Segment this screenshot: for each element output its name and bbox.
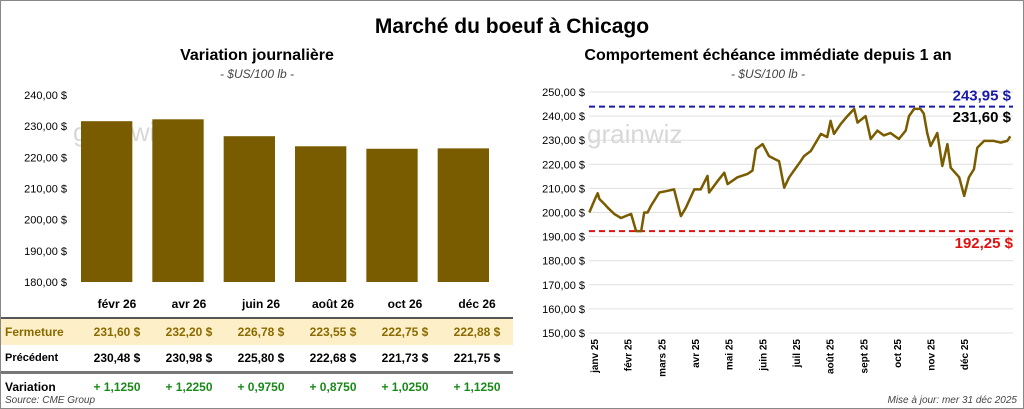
col-header: avr 26 <box>153 291 225 319</box>
cell: + 1,1250 <box>453 380 501 394</box>
x-tick-label: déc 25 <box>960 339 971 371</box>
y-tick-label: 180,00 $ <box>24 277 67 289</box>
y-tick-label: 210,00 $ <box>24 184 67 196</box>
cell: 226,78 $ <box>237 325 285 339</box>
y-tick-label: 210,00 $ <box>542 183 585 195</box>
cell: 222,75 $ <box>381 325 429 339</box>
y-tick-label: 180,00 $ <box>542 256 585 268</box>
x-tick-label: févr 25 <box>624 339 635 372</box>
cell: + 0,8750 <box>309 380 357 394</box>
col-header: juin 26 <box>225 291 297 319</box>
table-row-precedent: Précédent 230,48 $230,98 $225,80 $222,68… <box>1 345 513 374</box>
cell: 225,80 $ <box>225 345 297 374</box>
cell: 232,20 $ <box>165 325 213 339</box>
bar <box>437 148 489 282</box>
y-tick-label: 200,00 $ <box>24 215 67 227</box>
table-header-row: févr 26 avr 26 juin 26 août 26 oct 26 déc 26 <box>1 291 513 319</box>
cell: 223,55 $ <box>309 325 357 339</box>
bar <box>223 136 275 282</box>
cell: 231,60 $ <box>93 325 141 339</box>
cell: 222,88 $ <box>453 325 501 339</box>
last-price-label: 231,60 $ <box>953 109 1012 126</box>
row-label: Fermeture <box>5 325 64 339</box>
watermark-logo: grainwiz <box>587 119 682 149</box>
x-tick-label: juin 25 <box>758 339 769 372</box>
source-note: Source: CME Group <box>5 395 96 406</box>
update-note: Mise à jour: mer 31 déc 2025 <box>887 395 1017 406</box>
cell: 222,68 $ <box>297 345 369 374</box>
bar <box>366 148 418 282</box>
x-tick-label: avr 25 <box>691 339 702 368</box>
x-tick-label: janv 25 <box>590 339 601 374</box>
y-tick-label: 160,00 $ <box>542 304 585 316</box>
bar <box>81 121 133 283</box>
col-header: août 26 <box>297 291 369 319</box>
left-chart-title: Variation journalière <box>180 47 334 64</box>
cell: + 0,9750 <box>237 380 285 394</box>
y-tick-label: 230,00 $ <box>24 121 67 133</box>
price-line <box>588 107 1012 233</box>
right-chart-unit: - $US/100 lb - <box>730 67 806 81</box>
x-tick-label: oct 25 <box>893 339 904 368</box>
x-tick-label: sept 25 <box>859 339 870 374</box>
y-tick-label: 190,00 $ <box>542 232 585 244</box>
y-tick-label: 230,00 $ <box>542 135 585 147</box>
x-tick-label: mai 25 <box>725 339 736 371</box>
table-row-variation: Variation + 1,1250 + 1,2250 + 0,9750 + 0,87… <box>1 373 513 401</box>
table-row-fermeture: Fermeture 231,60 $ 232,20 $ 226,78 $ 223,55… <box>1 318 513 345</box>
cell: + 1,1250 <box>93 380 141 394</box>
y-tick-label: 220,00 $ <box>24 152 67 164</box>
x-tick-label: juil 25 <box>792 339 803 369</box>
left-chart-unit: - $US/100 lb - <box>219 67 295 81</box>
row-label: Variation <box>5 380 56 394</box>
min-label: 192,25 $ <box>955 235 1014 252</box>
y-tick-label: 150,00 $ <box>542 328 585 340</box>
row-label: Précédent <box>1 345 81 374</box>
y-tick-label: 190,00 $ <box>24 246 67 258</box>
bar <box>152 119 204 282</box>
cell: 230,98 $ <box>153 345 225 374</box>
bar-chart: 180,00 $ 190,00 $ 200,00 $ 210,00 $ 220,00 $… <box>24 90 489 289</box>
y-tick-label: 170,00 $ <box>542 280 585 292</box>
y-tick-label: 200,00 $ <box>542 208 585 220</box>
price-table: févr 26 avr 26 juin 26 août 26 oct 26 déc 26 … <box>1 291 513 400</box>
y-tick-label: 240,00 $ <box>24 90 67 102</box>
page-title: Marché du boeuf à Chicago <box>374 15 650 38</box>
col-header: févr 26 <box>81 291 153 319</box>
cell: + 1,0250 <box>381 380 429 394</box>
x-tick-label: mars 25 <box>657 339 668 377</box>
max-label: 243,95 $ <box>953 88 1012 105</box>
y-tick-label: 250,00 $ <box>542 87 585 99</box>
cell: + 1,2250 <box>165 380 213 394</box>
x-tick-label: nov 25 <box>927 339 938 371</box>
y-tick-label: 240,00 $ <box>542 111 585 123</box>
y-tick-label: 220,00 $ <box>542 159 585 171</box>
cell: 230,48 $ <box>81 345 153 374</box>
col-header: déc 26 <box>441 291 513 319</box>
cell: 221,73 $ <box>369 345 441 374</box>
cell: 221,75 $ <box>441 345 513 374</box>
x-tick-label: août 25 <box>826 339 837 374</box>
col-header: oct 26 <box>369 291 441 319</box>
right-chart-title: Comportement échéance immédiate depuis 1… <box>584 47 952 64</box>
bar <box>295 146 347 282</box>
